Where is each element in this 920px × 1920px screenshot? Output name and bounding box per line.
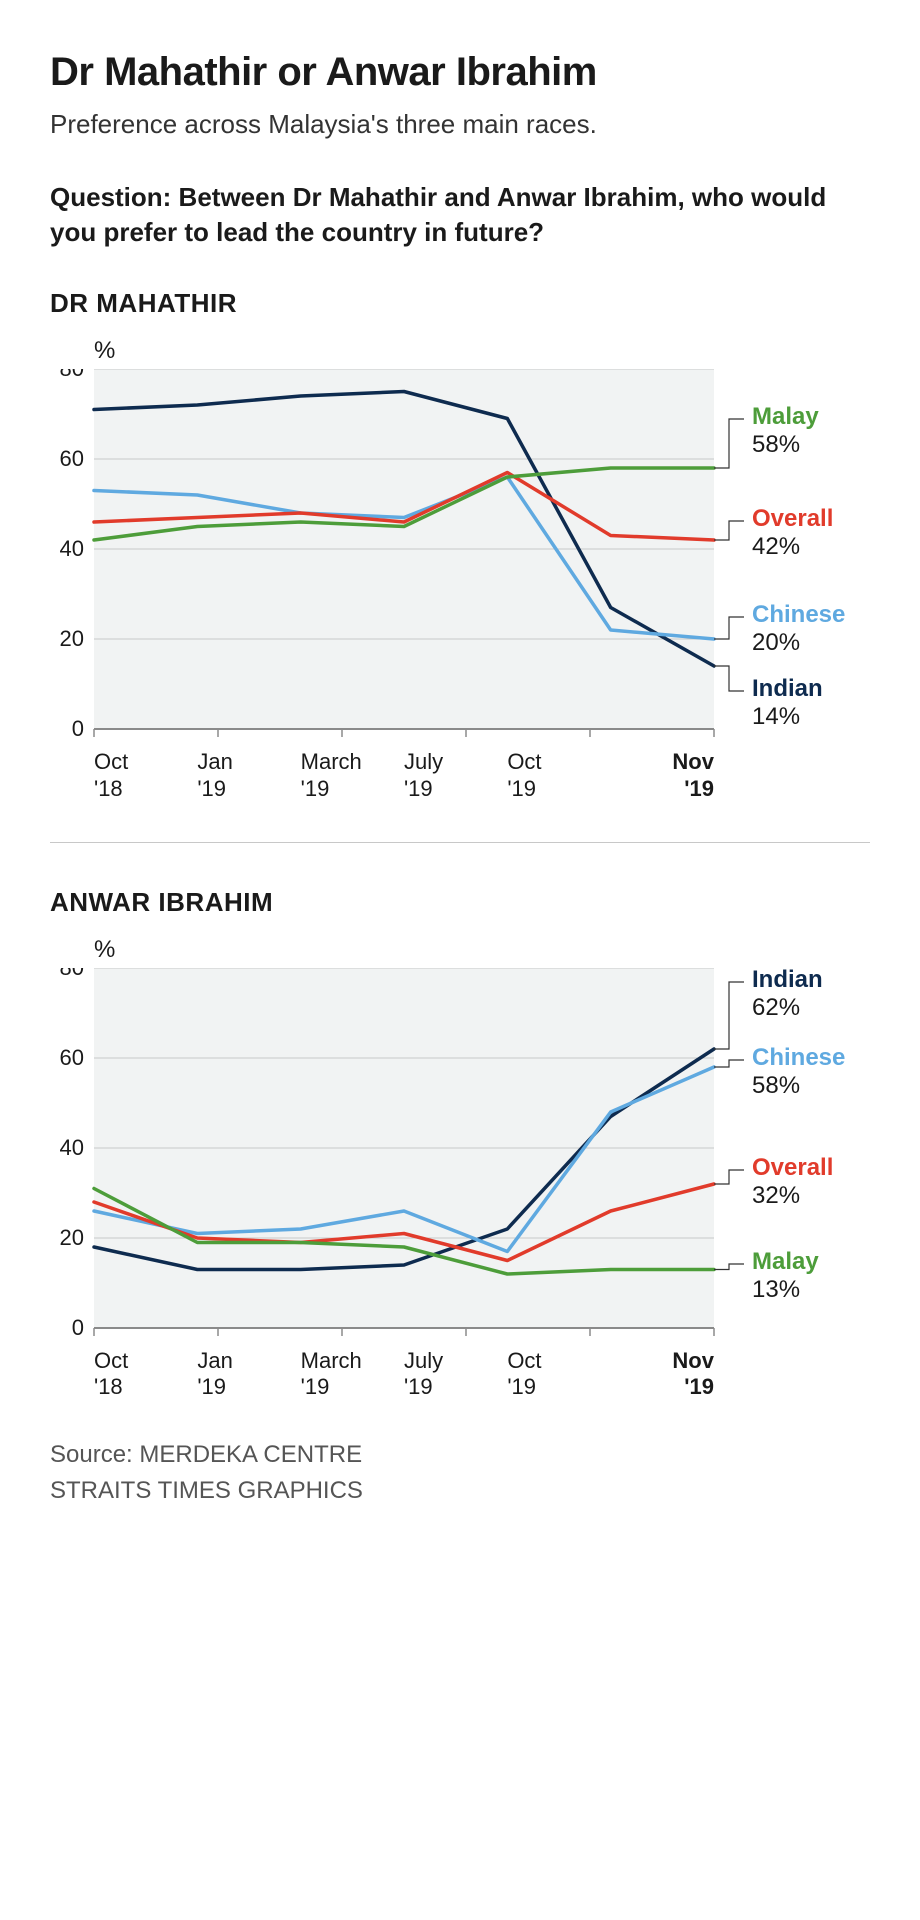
legend-value: 58% [752,431,819,459]
leader-line [714,1264,744,1270]
x-tick-label: Nov'19 [611,1348,714,1401]
charts-container: DR MAHATHIR%020406080Malay58%Overall42%C… [50,288,870,1401]
legend-value: 13% [752,1276,819,1304]
leader-line [714,982,744,1049]
chart-svg: 0 20 40 60 80 [50,369,744,741]
legend-name: Malay [752,403,819,431]
x-axis: Oct'18Jan'19March'19July'19Oct'19Nov'19 [94,749,714,802]
legend-column: Malay58% Overall42% Chinese20% Indian14% [744,369,870,729]
legend-value: 58% [752,1072,845,1100]
y-tick-label: 40 [60,536,84,561]
leader-line [714,1060,744,1067]
legend-value: 20% [752,629,845,657]
x-tick-label: Oct'18 [94,749,197,802]
x-tick-label: Jan'19 [197,749,300,802]
source-line2: STRAITS TIMES GRAPHICS [50,1477,363,1504]
x-tick-label: July'19 [404,749,507,802]
x-tick-label: July'19 [404,1348,507,1401]
x-axis: Oct'18Jan'19March'19July'19Oct'19Nov'19 [94,1348,714,1401]
legend-item-overall: Overall42% [744,505,833,561]
y-tick-label: 0 [72,1315,84,1340]
legend-value: 62% [752,994,823,1022]
x-tick-label: Jan'19 [197,1348,300,1401]
leader-line [714,521,744,540]
leader-line [714,419,744,468]
chart-svg: 0 20 40 60 80 [50,968,744,1340]
legend-value: 42% [752,533,833,561]
chart-block: DR MAHATHIR% 0 20 40 60 80 Malay58% Overall42% C… [50,288,870,802]
leader-line [714,617,744,639]
legend-item-malay: Malay13% [744,1248,819,1304]
x-tick-label: March'19 [301,1348,404,1401]
leader-line [714,1170,744,1184]
legend-name: Chinese [752,601,845,629]
legend-name: Malay [752,1248,819,1276]
legend-item-malay: Malay58% [744,403,819,459]
y-tick-label: 80 [60,968,84,980]
x-tick-label: Oct'19 [507,749,610,802]
legend-item-chinese: Chinese58% [744,1044,845,1100]
chart-block: ANWAR IBRAHIM% 0 20 40 60 80 Indian62% Chinese5… [50,887,870,1401]
legend-item-overall: Overall32% [744,1154,833,1210]
y-tick-label: 20 [60,1225,84,1250]
y-tick-label: 80 [60,369,84,381]
legend-item-chinese: Chinese20% [744,601,845,657]
survey-question: Question: Between Dr Mahathir and Anwar … [50,180,870,250]
y-tick-label: 60 [60,446,84,471]
legend-name: Overall [752,505,833,533]
y-axis-unit-label: % [94,936,870,964]
x-tick-label: Oct'19 [507,1348,610,1401]
legend-name: Indian [752,966,823,994]
y-tick-label: 20 [60,626,84,651]
page-title: Dr Mahathir or Anwar Ibrahim [50,50,870,95]
y-tick-label: 40 [60,1135,84,1160]
chart-inner: 0 20 40 60 80 Malay58% Overall42% Chinese20% Ind… [50,369,870,741]
x-tick-label: March'19 [301,749,404,802]
y-axis-unit-label: % [94,337,870,365]
legend-column: Indian62% Chinese58% Overall32% Malay13% [744,968,870,1328]
x-tick-label: Nov'19 [611,749,714,802]
source-attribution: Source: MERDEKA CENTRE STRAITS TIMES GRA… [50,1437,870,1509]
leader-line [714,666,744,691]
legend-name: Overall [752,1154,833,1182]
x-tick-label: Oct'18 [94,1348,197,1401]
legend-value: 14% [752,703,823,731]
chart-heading: ANWAR IBRAHIM [50,887,870,918]
y-tick-label: 60 [60,1045,84,1070]
source-line1: Source: MERDEKA CENTRE [50,1441,362,1468]
y-tick-label: 0 [72,716,84,741]
legend-name: Chinese [752,1044,845,1072]
chart-divider [50,842,870,843]
legend-name: Indian [752,675,823,703]
legend-item-indian: Indian14% [744,675,823,731]
legend-value: 32% [752,1182,833,1210]
chart-inner: 0 20 40 60 80 Indian62% Chinese58% Overall32% Ma… [50,968,870,1340]
page-subtitle: Preference across Malaysia's three main … [50,109,870,140]
chart-heading: DR MAHATHIR [50,288,870,319]
legend-item-indian: Indian62% [744,966,823,1022]
